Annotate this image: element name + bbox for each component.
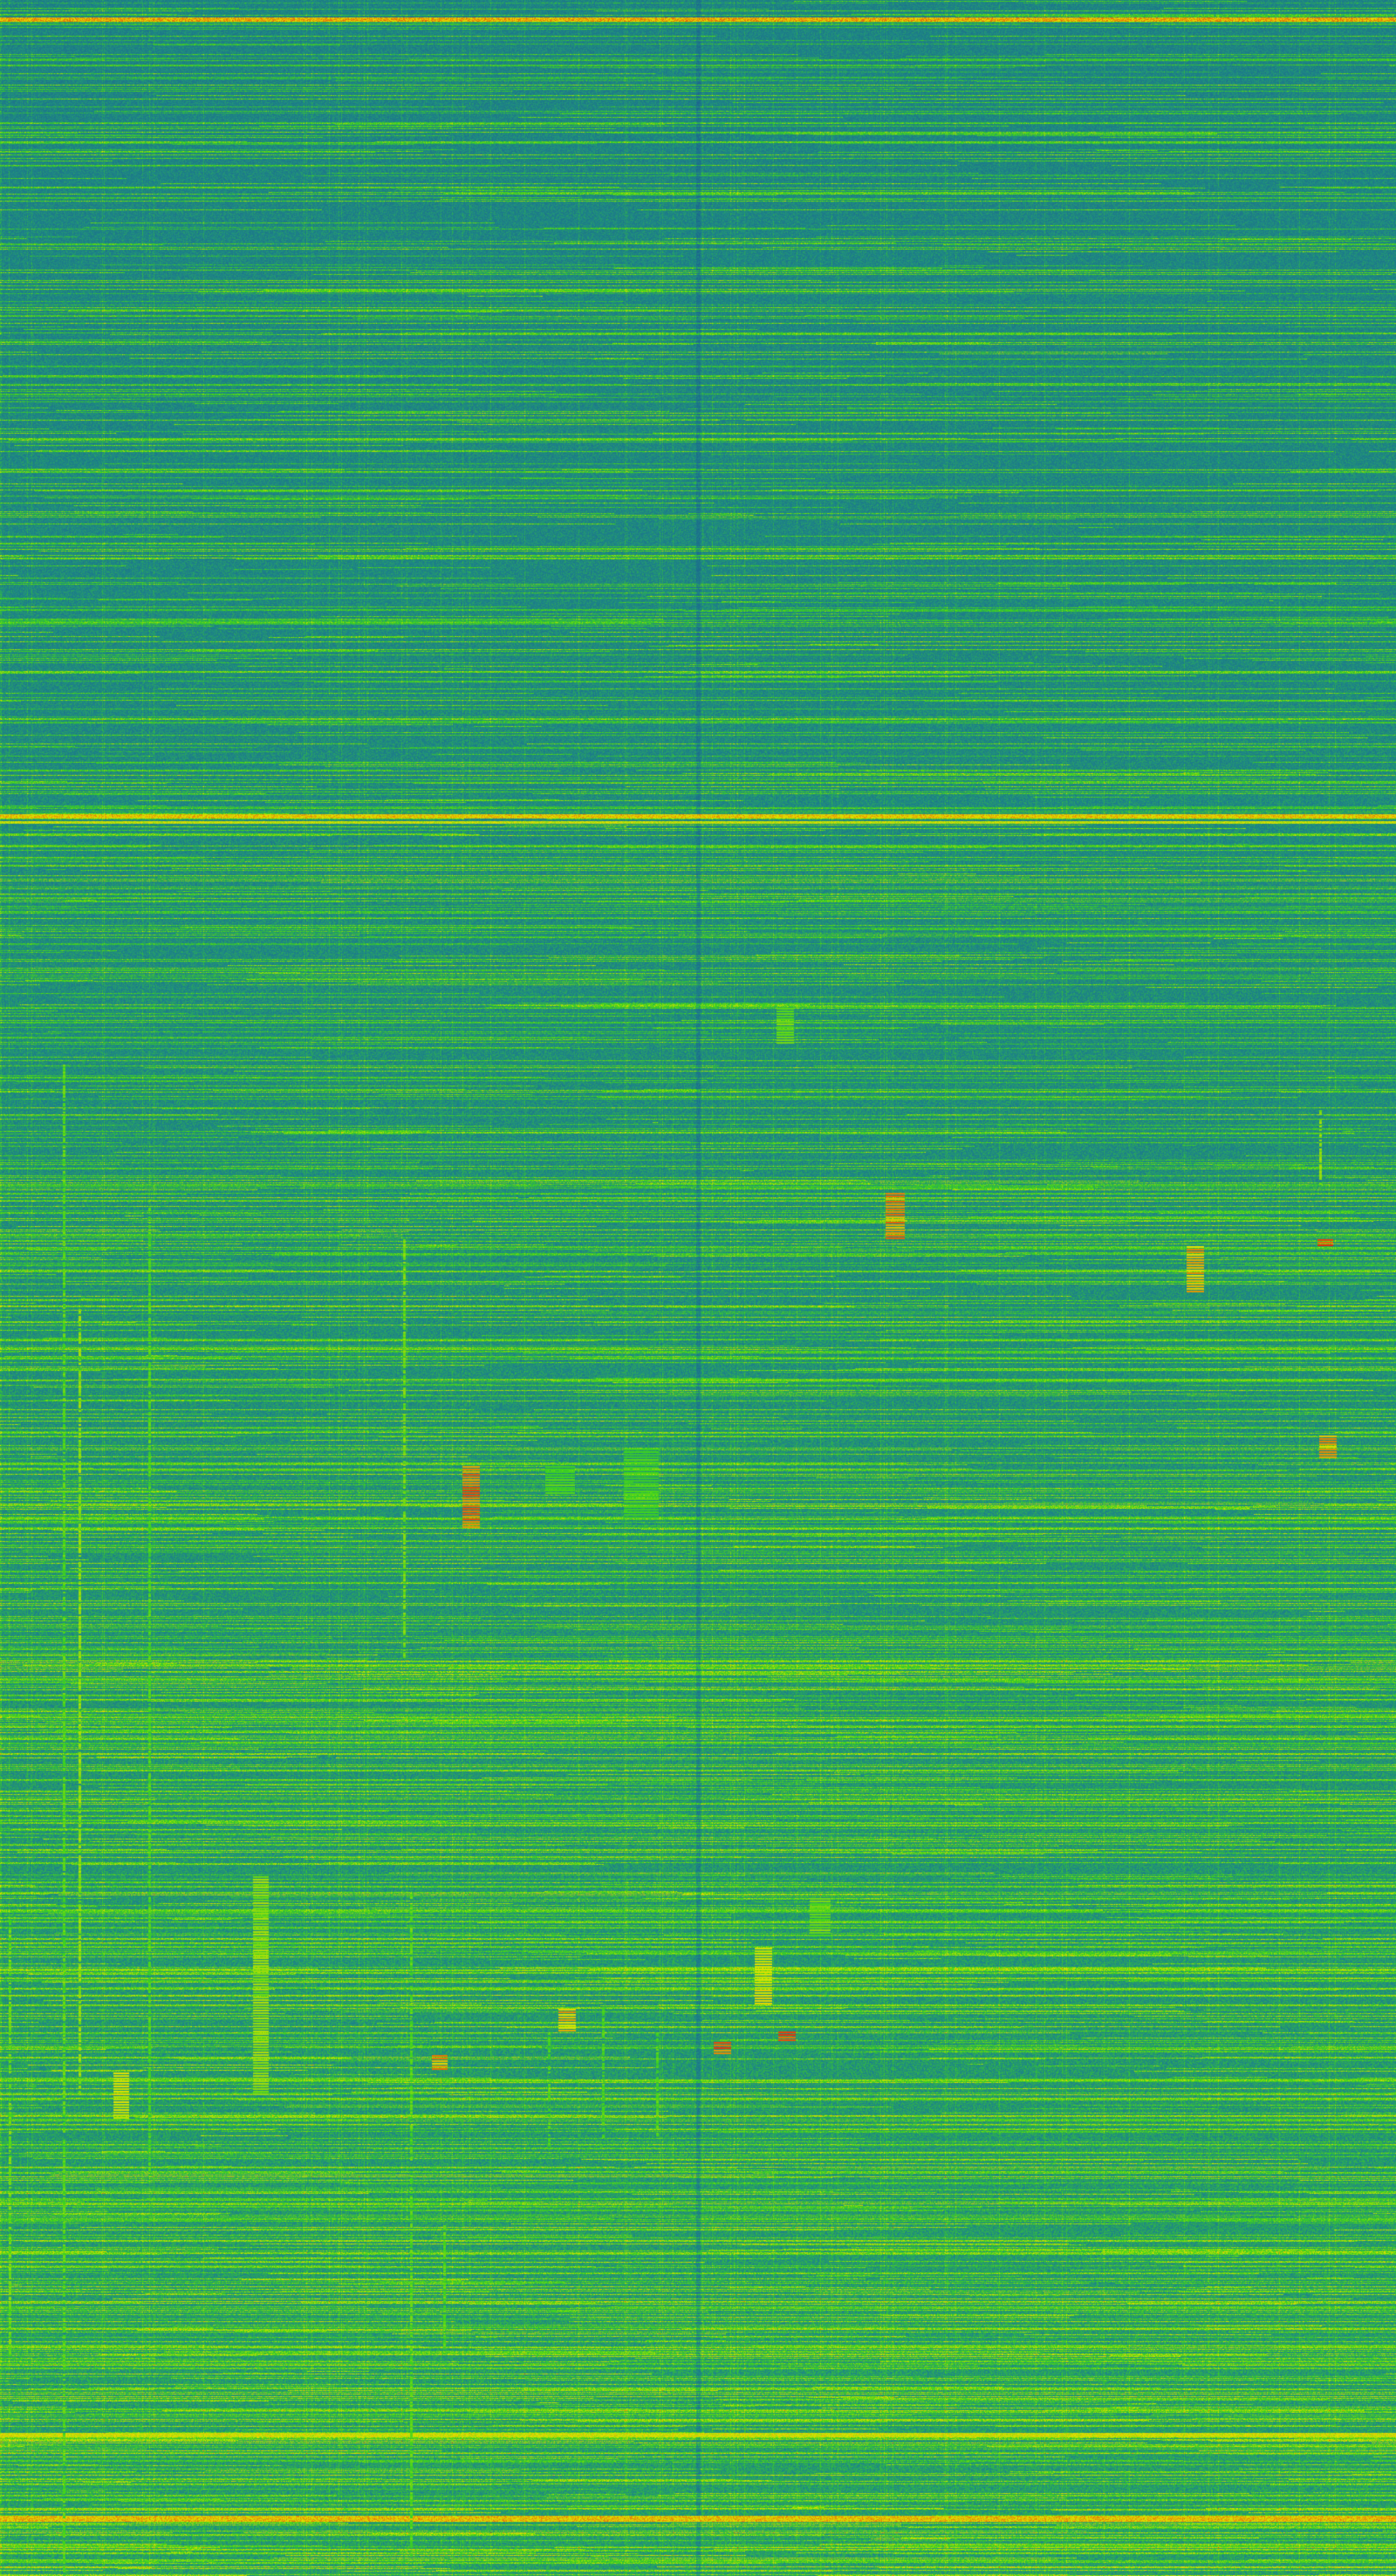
spectrogram-waterfall (0, 0, 1396, 2576)
